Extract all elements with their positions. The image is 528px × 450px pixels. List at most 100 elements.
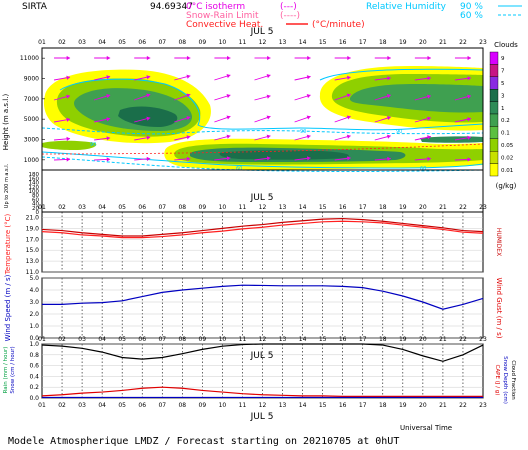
cloud-xticks-top: 01 02 03 04 05 06 07 08 09 10 11 12 13 14 15 16 17 18 19 20… (38, 39, 487, 46)
hour-tick-label: 18 (379, 204, 387, 211)
colorbar-swatch (489, 88, 499, 102)
wind-arrow (334, 55, 351, 61)
hour-tick-label: 15 (319, 336, 327, 343)
hour-tick-label: 09 (199, 204, 207, 211)
hour-tick-label: 21 (439, 39, 447, 46)
wind-arrow (94, 117, 111, 123)
cloud-blob-lower-core (219, 150, 349, 160)
hour-tick-label: 12 (259, 204, 267, 211)
hour-tick-label: 01 (38, 336, 46, 343)
wind-lines (42, 284, 484, 310)
value-tick-label: 0.2 (29, 384, 39, 391)
hour-tick-label: 10 (219, 39, 227, 46)
rh-contour-label: 60 (236, 166, 242, 172)
wind-arrow (334, 93, 351, 101)
hour-tick-label: 19 (399, 336, 407, 343)
hour-tick-label: 18 (379, 402, 387, 409)
rh-contour-upper-right (319, 68, 484, 81)
wind-arrow (334, 75, 351, 81)
cloud-blob-upper-right-inner (349, 84, 483, 113)
hour-tick-label: 10 (219, 402, 227, 409)
hour-tick-label: 07 (158, 336, 166, 343)
wind-arrow (414, 156, 431, 162)
wind-arrow (254, 134, 271, 141)
colorbar-swatch (489, 51, 499, 65)
rh-contour-label: 90 (90, 142, 96, 148)
wind-arrow (414, 135, 431, 141)
hour-tick-label: 01 (38, 402, 46, 409)
snow-ylabel: Snow (cm / hour) (10, 346, 16, 393)
series-line (41, 217, 484, 237)
colorbar-title: Clouds (494, 41, 518, 49)
wind-panel: 5.0 4.0 3.0 2.0 1.0 0.0 Wind Speed (m / s) Wi… (4, 274, 503, 342)
hour-tick-label: 17 (359, 204, 367, 211)
wind-arrow (454, 55, 471, 61)
wind-arrow (174, 74, 191, 81)
value-tick-label: 11.0 (26, 269, 40, 276)
wind-arrow (214, 94, 231, 101)
wind-arrow (174, 156, 191, 162)
wind-arrow (54, 136, 71, 142)
wind-arrow (374, 116, 391, 123)
hour-tick-label: 02 (58, 204, 66, 211)
rh-contour-label: 90 (300, 129, 306, 135)
wind-arrows (53, 55, 472, 162)
height-tick-label: 3000 (24, 137, 39, 144)
temperature-ylabel: Temperature (°C) (4, 214, 12, 276)
hour-tick-label: 09 (199, 39, 207, 46)
colorbar-tick-label: 0.1 (501, 131, 510, 137)
wind-arrow (54, 157, 71, 162)
wind-arrow (374, 134, 391, 141)
wind-arrow (334, 115, 351, 123)
hour-tick-label: 12 (259, 402, 267, 409)
hour-tick-label: 12 (259, 39, 267, 46)
hour-tick-label: 21 (439, 402, 447, 409)
wind-arrow (374, 76, 391, 81)
colorbar-swatch (489, 76, 499, 90)
wind-arrow (294, 115, 311, 123)
hour-tick-label: 03 (78, 402, 86, 409)
colorbar-tick-label: 0.02 (501, 155, 513, 161)
series-line (41, 220, 484, 239)
colorbar-swatch (489, 126, 499, 140)
value-tick-label: 4.0 (29, 287, 39, 294)
value-tick-label: 0.6 (29, 363, 39, 370)
hour-tick-label: 14 (299, 204, 307, 211)
wind-arrow (134, 135, 151, 141)
wind-yticks: 5.0 4.0 3.0 2.0 1.0 0.0 (29, 275, 39, 342)
hour-tick-label: 05 (118, 39, 126, 46)
wind-arrow (294, 156, 311, 161)
hour-tick-label: 16 (339, 39, 347, 46)
hour-tick-label: 10 (219, 336, 227, 343)
cloud-ylabel-low: Up to 200 m a.s.l. (4, 163, 10, 208)
wind-arrow (374, 156, 391, 162)
legend-convective: Convective Heat. (186, 20, 263, 30)
hour-tick-label: 15 (319, 402, 327, 409)
rh-60-label: 60 % (460, 11, 483, 21)
colorbar-swatch (489, 150, 499, 164)
rh-90-label: 90 % (460, 2, 483, 12)
hour-tick-label: 05 (118, 204, 126, 211)
hour-tick-label: 18 (379, 336, 387, 343)
hour-tick-label: 03 (78, 39, 86, 46)
temperature-date-label: JUL 5 (250, 193, 274, 203)
hour-tick-label: 23 (479, 336, 487, 343)
wind-arrow (214, 134, 231, 141)
hour-tick-label: 13 (279, 402, 287, 409)
low-height-tick-label: 0 (36, 210, 40, 216)
hour-tick-label: 14 (299, 39, 307, 46)
precip-date-label: JUL 5 (250, 351, 274, 361)
hour-tick-label: 23 (479, 204, 487, 211)
low-height-tick-label: 120 (29, 185, 40, 191)
colorbar: 9 7 5 3 1 0.2 0.1 0.05 0.02 0.01 (489, 51, 514, 177)
wind-arrow (174, 55, 191, 61)
temperature-frame (41, 211, 484, 273)
wind-arrow (254, 94, 271, 101)
hour-tick-label: 16 (339, 336, 347, 343)
wind-arrow (54, 55, 71, 61)
wind-arrow (454, 117, 472, 123)
rh-contours (41, 68, 484, 172)
hour-tick-label: 09 (199, 336, 207, 343)
hour-tick-label: 17 (359, 336, 367, 343)
legend-snow-rain: Snow-Rain Limit (186, 11, 259, 21)
